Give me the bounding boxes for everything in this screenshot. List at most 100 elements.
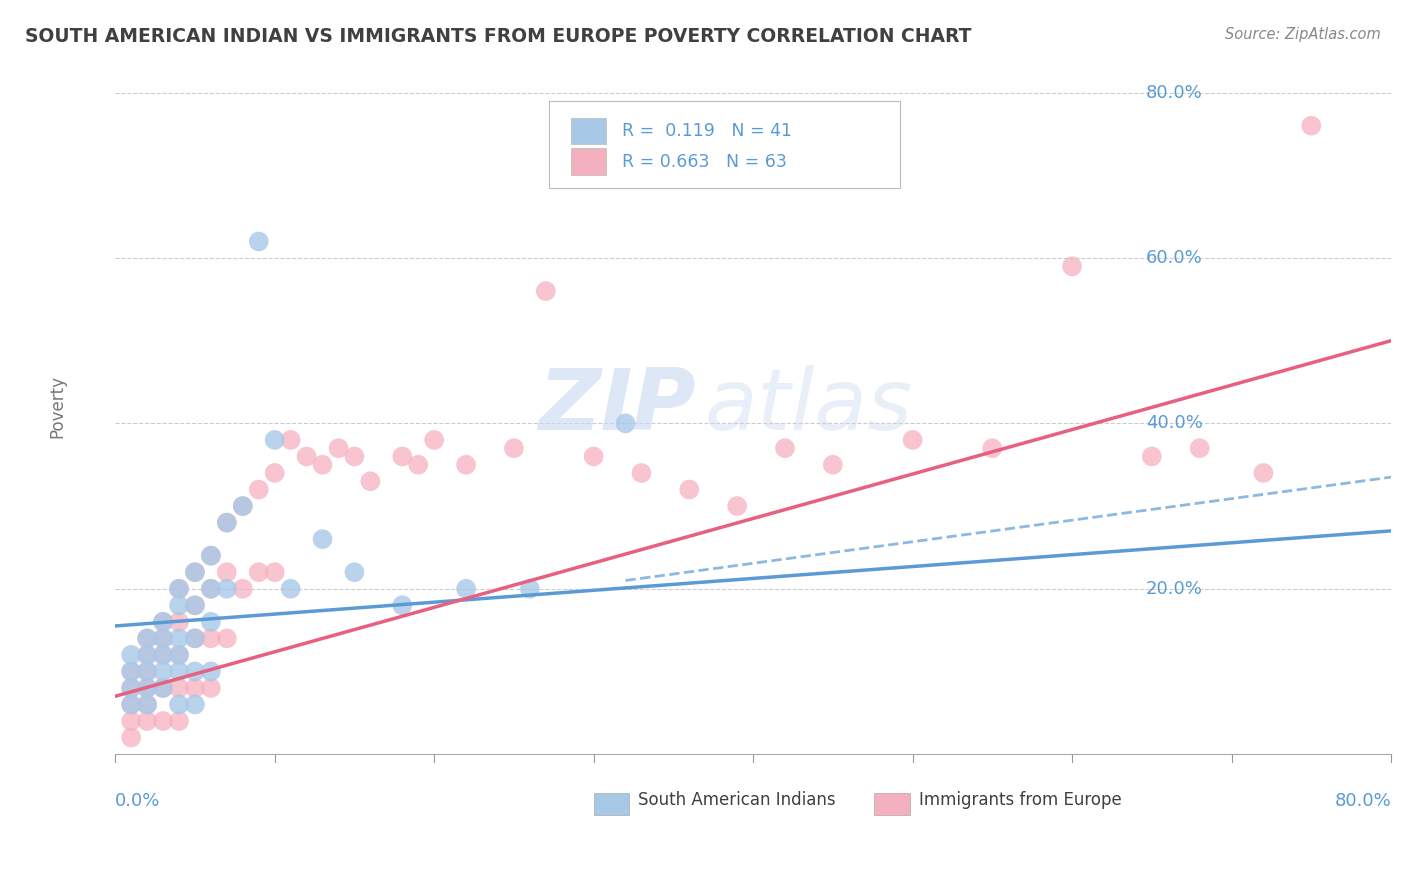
Text: Immigrants from Europe: Immigrants from Europe [920, 791, 1122, 809]
Point [247, 235, 270, 249]
Point [295, 450, 318, 464]
Text: Source: ZipAtlas.com: Source: ZipAtlas.com [1225, 27, 1381, 42]
Text: Poverty: Poverty [49, 376, 67, 438]
Point [503, 441, 526, 455]
Point [215, 582, 238, 596]
Point [184, 566, 207, 580]
Point [152, 632, 174, 646]
Point [263, 433, 285, 447]
Point [247, 483, 270, 497]
Point [1060, 260, 1083, 274]
Point [152, 648, 174, 662]
Point [981, 441, 1004, 455]
Point [152, 648, 174, 662]
Point [152, 615, 174, 629]
Text: 0.0%: 0.0% [115, 792, 160, 810]
Point [167, 632, 190, 646]
Point [454, 458, 477, 472]
Text: South American Indians: South American Indians [638, 791, 837, 809]
Point [311, 532, 333, 546]
Point [184, 632, 207, 646]
Point [232, 499, 254, 513]
Point [232, 582, 254, 596]
Point [120, 731, 142, 745]
Text: SOUTH AMERICAN INDIAN VS IMMIGRANTS FROM EUROPE POVERTY CORRELATION CHART: SOUTH AMERICAN INDIAN VS IMMIGRANTS FROM… [25, 27, 972, 45]
Point [247, 566, 270, 580]
Point [167, 648, 190, 662]
Point [136, 665, 159, 679]
Point [184, 632, 207, 646]
Point [167, 648, 190, 662]
Text: 20.0%: 20.0% [1146, 580, 1204, 598]
Point [215, 566, 238, 580]
Point [120, 665, 142, 679]
Point [200, 632, 222, 646]
Point [184, 665, 207, 679]
Point [901, 433, 924, 447]
Point [200, 549, 222, 563]
Point [1253, 466, 1275, 480]
Point [184, 599, 207, 613]
Point [167, 615, 190, 629]
Point [120, 681, 142, 695]
Point [167, 665, 190, 679]
FancyBboxPatch shape [548, 102, 900, 188]
Text: 60.0%: 60.0% [1146, 249, 1202, 267]
Point [391, 450, 413, 464]
Point [311, 458, 333, 472]
Bar [571, 148, 606, 175]
Point [120, 648, 142, 662]
Point [343, 566, 366, 580]
Point [136, 632, 159, 646]
Point [359, 475, 381, 489]
Point [136, 648, 159, 662]
Point [167, 599, 190, 613]
Point [152, 681, 174, 695]
Point [614, 417, 637, 431]
Point [391, 599, 413, 613]
Point [167, 582, 190, 596]
Point [200, 615, 222, 629]
Bar [571, 118, 606, 145]
Point [280, 433, 302, 447]
Text: 80.0%: 80.0% [1334, 792, 1391, 810]
Point [423, 433, 446, 447]
Point [120, 714, 142, 728]
Point [200, 549, 222, 563]
Point [215, 516, 238, 530]
Point [534, 284, 557, 298]
Point [1188, 441, 1211, 455]
Point [152, 615, 174, 629]
Point [725, 499, 748, 513]
Point [184, 681, 207, 695]
Point [200, 582, 222, 596]
Point [184, 698, 207, 712]
Point [1301, 119, 1323, 133]
Point [120, 681, 142, 695]
Point [406, 458, 429, 472]
Point [136, 698, 159, 712]
Text: 40.0%: 40.0% [1146, 415, 1204, 433]
Point [136, 648, 159, 662]
Point [232, 499, 254, 513]
Point [152, 681, 174, 695]
Text: atlas: atlas [704, 366, 912, 449]
Point [184, 566, 207, 580]
Text: R =  0.119   N = 41: R = 0.119 N = 41 [621, 122, 792, 140]
Point [136, 698, 159, 712]
Bar [875, 793, 910, 815]
Point [630, 466, 652, 480]
Point [582, 450, 605, 464]
Point [136, 714, 159, 728]
Point [454, 582, 477, 596]
Point [519, 582, 541, 596]
Point [280, 582, 302, 596]
Point [167, 698, 190, 712]
Point [215, 632, 238, 646]
Point [167, 714, 190, 728]
Bar [593, 793, 630, 815]
Point [263, 466, 285, 480]
Point [120, 665, 142, 679]
Point [678, 483, 700, 497]
Point [136, 665, 159, 679]
